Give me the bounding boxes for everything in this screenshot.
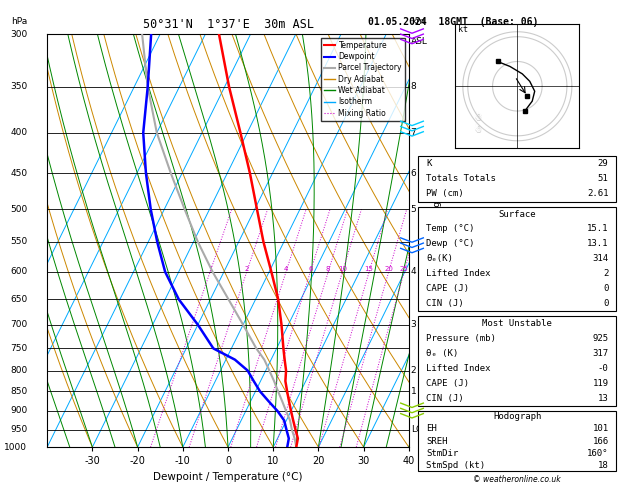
Text: 0: 0 <box>603 284 608 293</box>
Text: 450: 450 <box>10 169 27 178</box>
Text: 600: 600 <box>10 267 27 277</box>
Text: 925: 925 <box>593 334 608 343</box>
Text: -0: -0 <box>598 364 608 373</box>
Text: 10: 10 <box>338 266 347 272</box>
Text: ☃: ☃ <box>473 125 481 136</box>
FancyBboxPatch shape <box>418 316 616 406</box>
Text: 160°: 160° <box>587 449 608 458</box>
Text: 25: 25 <box>400 266 409 272</box>
Text: Mixing Ratio (g/kg): Mixing Ratio (g/kg) <box>433 198 442 283</box>
Text: StmSpd (kt): StmSpd (kt) <box>426 461 486 470</box>
Text: θₑ(K): θₑ(K) <box>426 254 453 263</box>
Text: 6: 6 <box>411 169 416 178</box>
Text: 4: 4 <box>411 267 416 277</box>
Text: 700: 700 <box>10 320 27 329</box>
Text: Dewp (°C): Dewp (°C) <box>426 240 475 248</box>
Text: 2: 2 <box>603 269 608 278</box>
Legend: Temperature, Dewpoint, Parcel Trajectory, Dry Adiabat, Wet Adiabat, Isotherm, Mi: Temperature, Dewpoint, Parcel Trajectory… <box>321 38 405 121</box>
Text: ☃: ☃ <box>473 113 481 123</box>
Text: Most Unstable: Most Unstable <box>482 319 552 328</box>
Text: Totals Totals: Totals Totals <box>426 174 496 183</box>
Text: 950: 950 <box>10 425 27 434</box>
Text: EH: EH <box>426 424 437 434</box>
Text: 15.1: 15.1 <box>587 225 608 233</box>
Text: θₑ (K): θₑ (K) <box>426 349 459 358</box>
Text: PW (cm): PW (cm) <box>426 190 464 198</box>
Text: Pressure (mb): Pressure (mb) <box>426 334 496 343</box>
Text: km: km <box>411 17 425 26</box>
Text: 15: 15 <box>365 266 374 272</box>
FancyBboxPatch shape <box>418 207 616 311</box>
Text: 3: 3 <box>411 320 416 329</box>
Text: © weatheronline.co.uk: © weatheronline.co.uk <box>473 474 561 484</box>
Text: 317: 317 <box>593 349 608 358</box>
Text: CIN (J): CIN (J) <box>426 394 464 403</box>
Text: Surface: Surface <box>499 209 536 219</box>
Text: Hodograph: Hodograph <box>493 412 542 421</box>
Text: 4: 4 <box>284 266 288 272</box>
Text: 750: 750 <box>10 344 27 353</box>
Text: 300: 300 <box>10 30 27 38</box>
Text: 7: 7 <box>411 128 416 137</box>
Text: 2: 2 <box>411 366 416 375</box>
Text: LCL: LCL <box>411 425 427 434</box>
Text: 1: 1 <box>208 266 213 272</box>
Text: Lifted Index: Lifted Index <box>426 364 491 373</box>
Text: 550: 550 <box>10 238 27 246</box>
Text: 800: 800 <box>10 366 27 375</box>
Text: 2.61: 2.61 <box>587 190 608 198</box>
Text: 13.1: 13.1 <box>587 240 608 248</box>
FancyBboxPatch shape <box>418 411 616 471</box>
Text: 850: 850 <box>10 387 27 396</box>
Text: 650: 650 <box>10 295 27 304</box>
Text: 101: 101 <box>593 424 608 434</box>
Text: Lifted Index: Lifted Index <box>426 269 491 278</box>
Text: 166: 166 <box>593 436 608 446</box>
Text: 314: 314 <box>593 254 608 263</box>
Text: 2: 2 <box>245 266 249 272</box>
Title: 50°31'N  1°37'E  30m ASL: 50°31'N 1°37'E 30m ASL <box>143 18 313 32</box>
Text: 1: 1 <box>411 387 416 396</box>
Text: 8: 8 <box>411 83 416 91</box>
Text: 119: 119 <box>593 379 608 388</box>
Text: SREH: SREH <box>426 436 448 446</box>
Text: 01.05.2024  18GMT  (Base: 06): 01.05.2024 18GMT (Base: 06) <box>368 17 538 27</box>
Text: 500: 500 <box>10 205 27 214</box>
Text: Temp (°C): Temp (°C) <box>426 225 475 233</box>
Text: CIN (J): CIN (J) <box>426 299 464 308</box>
Text: kt: kt <box>458 25 468 34</box>
Text: 900: 900 <box>10 406 27 416</box>
Text: hPa: hPa <box>11 17 27 26</box>
Text: 8: 8 <box>326 266 330 272</box>
Text: 350: 350 <box>10 83 27 91</box>
Text: 6: 6 <box>308 266 313 272</box>
Text: 51: 51 <box>598 174 608 183</box>
Text: ASL: ASL <box>411 37 428 47</box>
Text: K: K <box>426 159 431 168</box>
Text: 5: 5 <box>411 205 416 214</box>
FancyBboxPatch shape <box>418 156 616 202</box>
Text: 13: 13 <box>598 394 608 403</box>
Text: CAPE (J): CAPE (J) <box>426 379 469 388</box>
Text: 18: 18 <box>598 461 608 470</box>
Text: 0: 0 <box>603 299 608 308</box>
Text: CAPE (J): CAPE (J) <box>426 284 469 293</box>
X-axis label: Dewpoint / Temperature (°C): Dewpoint / Temperature (°C) <box>153 472 303 482</box>
Text: 20: 20 <box>384 266 393 272</box>
Text: 29: 29 <box>598 159 608 168</box>
Text: StmDir: StmDir <box>426 449 459 458</box>
Text: 400: 400 <box>10 128 27 137</box>
Text: 1000: 1000 <box>4 443 27 451</box>
